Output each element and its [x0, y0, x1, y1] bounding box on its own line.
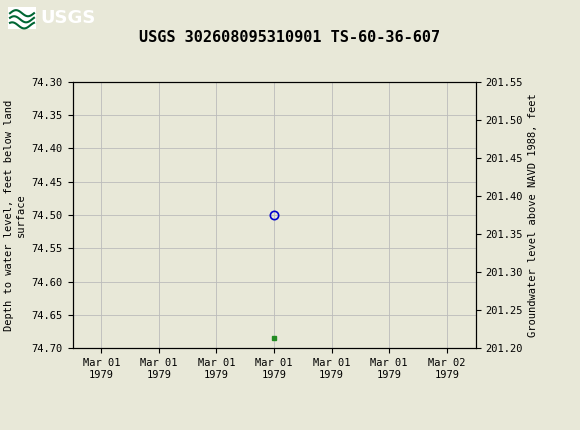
FancyBboxPatch shape	[8, 7, 36, 29]
Y-axis label: Groundwater level above NAVD 1988, feet: Groundwater level above NAVD 1988, feet	[528, 93, 538, 337]
Y-axis label: Depth to water level, feet below land
surface: Depth to water level, feet below land su…	[5, 99, 26, 331]
Text: USGS 302608095310901 TS-60-36-607: USGS 302608095310901 TS-60-36-607	[139, 30, 441, 45]
Text: USGS: USGS	[40, 9, 95, 27]
